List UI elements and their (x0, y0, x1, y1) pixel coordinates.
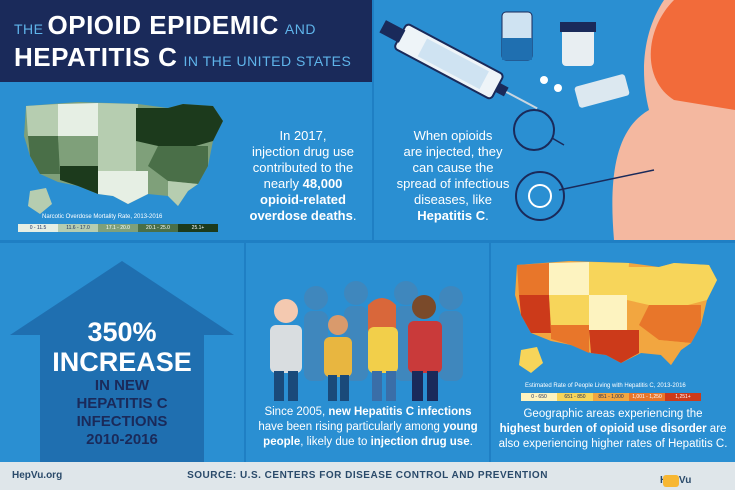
young-people-text: Since 2005, new Hepatitis C infections h… (256, 405, 480, 450)
title-opioid-epidemic: OPIOID EPIDEMIC (47, 10, 279, 40)
legend-swatch: 11.6 - 17.0 (58, 224, 98, 232)
footer-hepvu-link[interactable]: HepVu.org (12, 470, 63, 481)
increase-line-3: INFECTIONS (76, 413, 168, 430)
hepc-line-1: Geographic areas experiencing the (523, 408, 703, 420)
hepc-map-icon (515, 261, 717, 373)
overdose-map-legend: 0 - 11.5 11.6 - 17.0 17.1 - 20.0 20.1 - 25.… (18, 224, 218, 232)
people-group-icon (270, 281, 463, 401)
legend-swatch: 25.1+ (178, 224, 218, 232)
increase-line-1: IN NEW (94, 377, 150, 394)
footer-source: SOURCE: U.S. CENTERS FOR DISEASE CONTROL… (187, 470, 548, 481)
young-since-2005: Since 2005, (264, 406, 326, 418)
stat-overdose-deaths: overdose deaths (249, 208, 353, 223)
hepc-highlight: highest burden of opioid use disorder (499, 423, 707, 435)
legend-swatch: 20.1 - 25.0 (138, 224, 178, 232)
stat-48000: 48,000 (302, 176, 343, 191)
panel-injection: When opioids are injected, they can caus… (374, 0, 735, 240)
injection-line-1: When opioids (413, 128, 493, 143)
title-box: THE OPIOID EPIDEMIC AND HEPATITIS C IN THE … (0, 0, 372, 82)
young-injection-drug-use: injection drug use (370, 436, 470, 448)
legend-swatch: 1,251+ (665, 393, 701, 401)
injection-line-3: can cause the (412, 160, 494, 175)
increase-line-4: 2010-2016 (86, 431, 158, 448)
legend-swatch: 0 - 650 (521, 393, 557, 401)
injection-line-5: diseases, like (413, 192, 493, 207)
footer: HepVu.org SOURCE: U.S. CENTERS FOR DISEA… (0, 462, 735, 490)
title-in-the-united-states: IN THE UNITED STATES (183, 53, 352, 69)
stat-line-4: nearly 48,000 (238, 176, 368, 192)
young-word: young (443, 421, 478, 433)
title-line-2: HEPATITIS C IN THE UNITED STATES (14, 42, 351, 73)
panel-overdose: THE OPIOID EPIDEMIC AND HEPATITIS C IN THE … (0, 0, 372, 240)
stat-line-1: In 2017, (279, 128, 327, 143)
syringe-illustration-icon (379, 0, 735, 240)
title-hepatitis-c: HEPATITIS C (14, 42, 178, 72)
brand-chat-icon (663, 475, 679, 487)
injection-text: When opioids are injected, they can caus… (388, 128, 518, 224)
legend-swatch: 651 - 850 (557, 393, 593, 401)
hepc-are: are (709, 423, 727, 435)
hepc-map-text: Geographic areas experiencing the highes… (495, 407, 731, 452)
hepc-line-3: also experiencing higher rates of Hepati… (498, 438, 728, 450)
young-people-word: people (263, 436, 301, 448)
increase-block: 350% INCREASE IN NEW HEPATITIS C INFECTI… (0, 317, 244, 449)
injection-hepatitis-c: Hepatitis C (417, 208, 486, 223)
house-arrow-icon (10, 261, 234, 462)
title-the: THE (14, 21, 44, 37)
young-period: . (469, 436, 473, 448)
overdose-map-caption: Narcotic Overdose Mortality Rate, 2013-2… (42, 214, 163, 220)
hepc-map-legend: 0 - 650 651 - 850 851 - 1,000 1,001 - 1,250… (521, 393, 701, 401)
increase-percent: 350% (87, 317, 157, 347)
title-line-1: THE OPIOID EPIDEMIC AND (14, 10, 316, 41)
legend-swatch: 851 - 1,000 (593, 393, 629, 401)
young-likely: , likely due to (300, 436, 368, 448)
stat-nearly: nearly (263, 176, 300, 191)
injection-line-4: spread of infectious (396, 176, 510, 191)
title-and: AND (284, 21, 316, 37)
legend-swatch: 17.1 - 20.0 (98, 224, 138, 232)
increase-line-2: HEPATITIS C (76, 395, 168, 412)
panel-hepc-map: Estimated Rate of People Living with Hep… (491, 243, 735, 462)
stat-line-3: contributed to the (252, 160, 354, 175)
young-rising: have been rising particularly among (258, 421, 440, 433)
injection-line-2: are injected, they (403, 144, 503, 159)
young-new-infections: new Hepatitis C infections (328, 406, 472, 418)
stat-line-2: injection drug use (252, 144, 354, 159)
increase-word: INCREASE (52, 347, 192, 377)
legend-swatch: 0 - 11.5 (18, 224, 58, 232)
stat-opioid-related: opioid-related (260, 192, 346, 207)
hepc-map-caption: Estimated Rate of People Living with Hep… (525, 383, 686, 389)
panel-increase: 350% INCREASE IN NEW HEPATITIS C INFECTI… (0, 243, 244, 462)
overdose-stat-text: In 2017, injection drug use contributed … (238, 128, 368, 224)
legend-swatch: 1,001 - 1,250 (629, 393, 665, 401)
panel-young-people: Since 2005, new Hepatitis C infections h… (246, 243, 489, 462)
overdose-map-icon (24, 102, 223, 214)
